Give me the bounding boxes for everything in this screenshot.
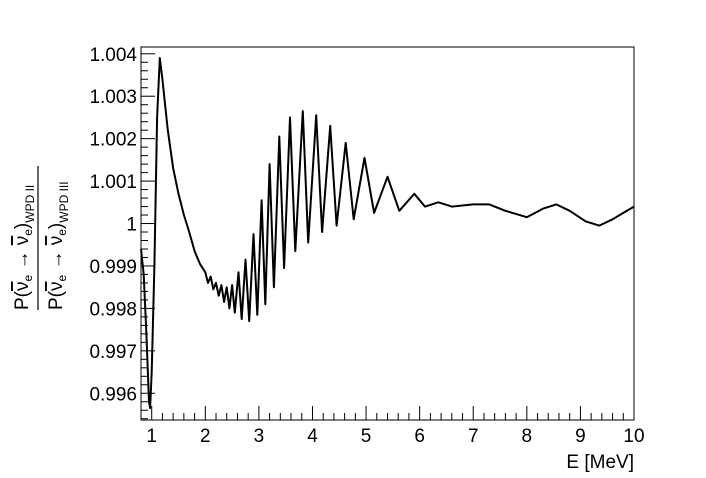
y-axis-denominator: P(νe → νe)WPD III bbox=[46, 181, 71, 310]
y-axis-numerator: P(νe → νe)WPD II bbox=[12, 185, 37, 310]
x-tick-label: 9 bbox=[575, 426, 586, 447]
x-tick-label: 5 bbox=[361, 426, 372, 447]
y-tick-label: 1.002 bbox=[89, 130, 137, 151]
x-tick-label: 8 bbox=[522, 426, 533, 447]
y-tick-label: 1.003 bbox=[89, 87, 137, 108]
x-tick-label: 3 bbox=[254, 426, 265, 447]
x-tick-label: 4 bbox=[307, 426, 318, 447]
x-tick-label: 6 bbox=[414, 426, 425, 447]
x-axis-tick-labels: 1 2 3 4 5 6 7 8 9 10 bbox=[146, 426, 644, 447]
y-tick-label: 0.998 bbox=[89, 299, 137, 320]
x-tick-label: 2 bbox=[200, 426, 211, 447]
y-tick-label: 0.996 bbox=[89, 384, 137, 405]
y-axis-tick-labels: 0.996 0.997 0.998 0.999 1 1.001 1.002 1.003 1.00… bbox=[89, 45, 137, 405]
y-tick-label: 1 bbox=[126, 215, 137, 236]
x-axis-title: E [MeV] bbox=[566, 452, 634, 473]
x-tick-label: 10 bbox=[623, 426, 644, 447]
y-tick-label: 1.004 bbox=[89, 45, 137, 66]
plot-frame bbox=[140, 46, 635, 421]
y-tick-label: 0.997 bbox=[89, 342, 137, 363]
y-tick-label: 1.001 bbox=[89, 172, 137, 193]
x-tick-label: 1 bbox=[146, 426, 157, 447]
y-axis-title: P(νe → νe)WPD II P(νe → νe)WPD III bbox=[12, 166, 71, 310]
y-tick-label: 0.999 bbox=[89, 257, 137, 278]
x-tick-label: 7 bbox=[468, 426, 479, 447]
y-axis-ticks bbox=[141, 53, 155, 420]
series-line bbox=[140, 57, 635, 410]
x-axis-ticks bbox=[140, 406, 635, 420]
